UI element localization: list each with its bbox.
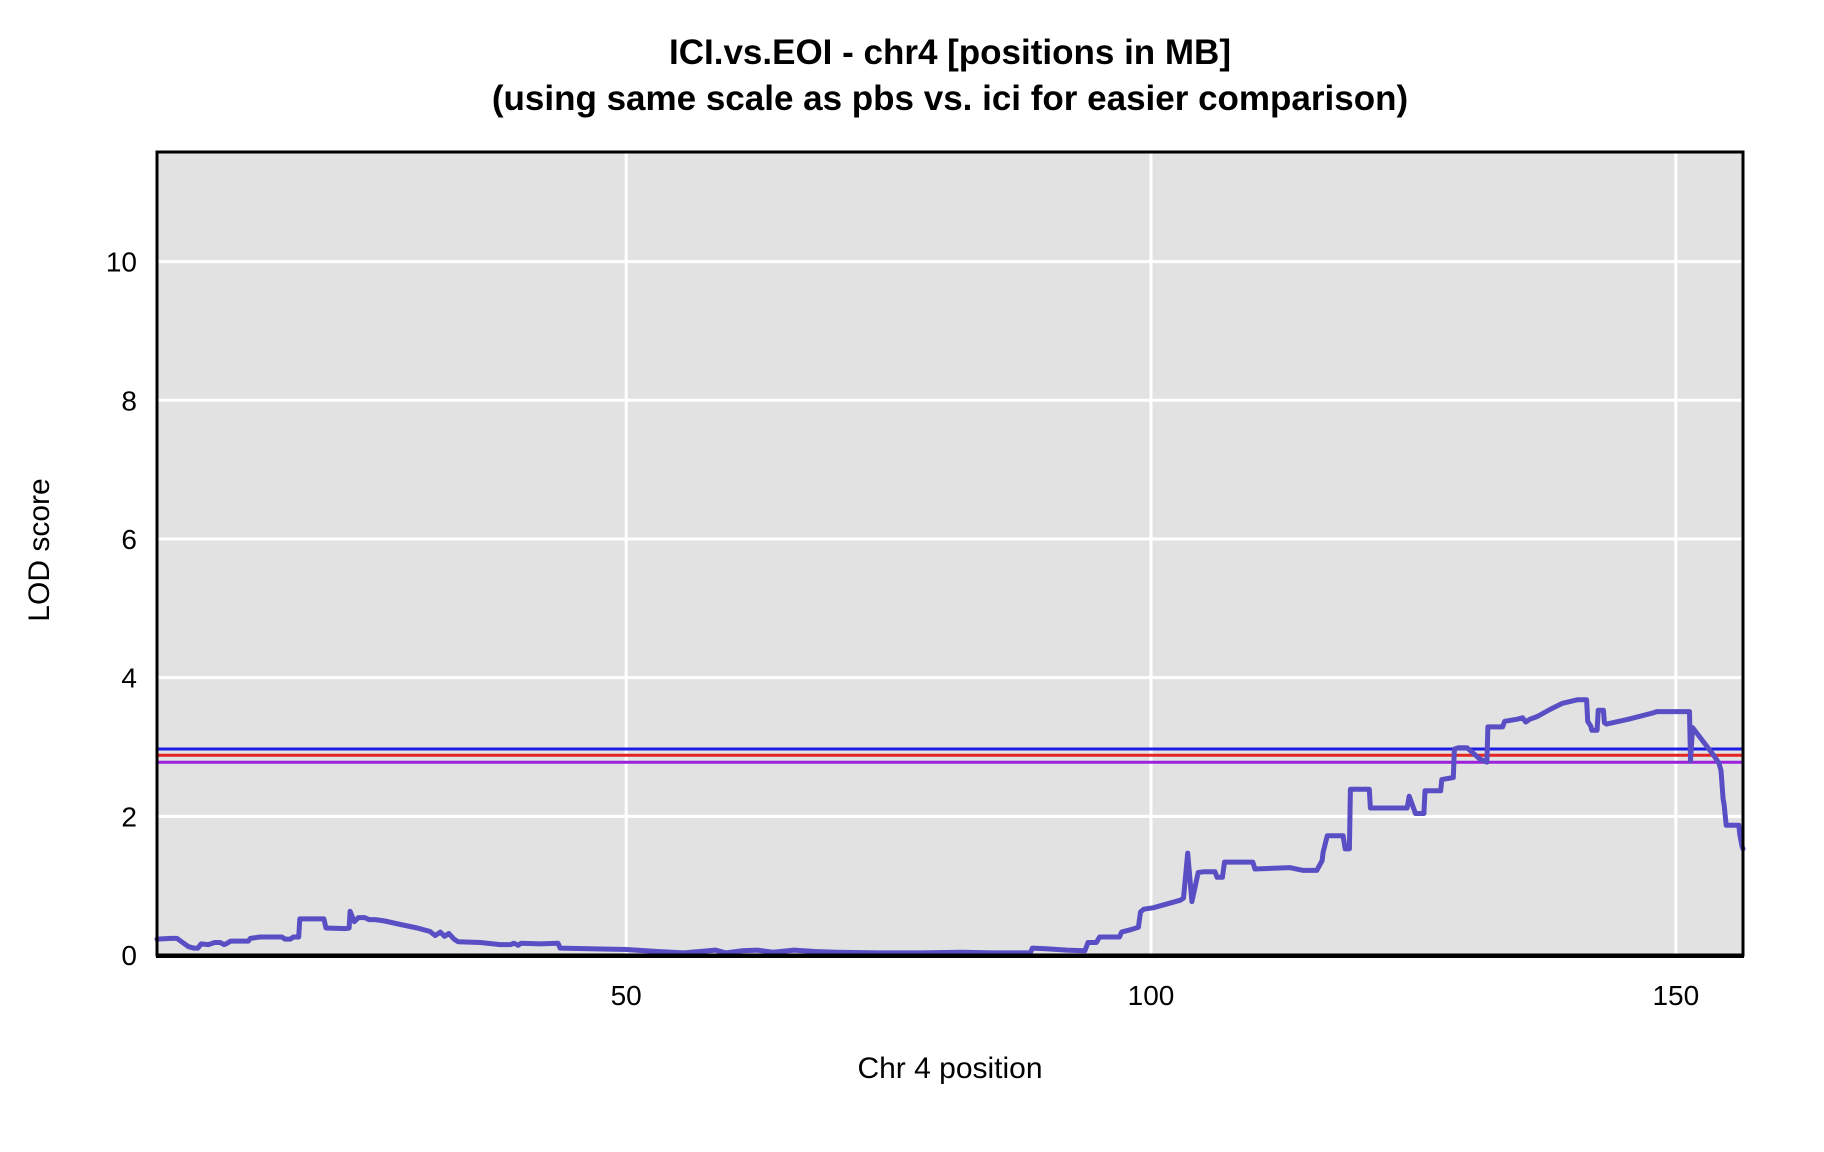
chart-title: ICI.vs.EOI - chr4 [positions in MB]	[668, 33, 1231, 72]
x-axis-title: Chr 4 position	[857, 1052, 1043, 1085]
lod-curve	[154, 697, 1746, 956]
y-tick-label: 10	[106, 247, 137, 278]
y-axis-title: LOD score	[23, 478, 56, 622]
x-tick-label: 150	[1652, 980, 1699, 1011]
y-tick-label: 8	[121, 385, 137, 416]
y-tick-label: 2	[121, 801, 137, 832]
chart-subtitle: (using same scale as pbs vs. ici for eas…	[491, 79, 1409, 118]
y-tick-label: 0	[121, 940, 137, 971]
x-tick-label: 50	[611, 980, 642, 1011]
x-tick-label: 100	[1128, 980, 1175, 1011]
chart-title-block: ICI.vs.EOI - chr4 [positions in MB] (usi…	[492, 30, 1408, 122]
y-tick-label: 6	[121, 524, 137, 555]
y-tick-label: 4	[121, 663, 137, 694]
plot-panel	[157, 152, 1743, 955]
